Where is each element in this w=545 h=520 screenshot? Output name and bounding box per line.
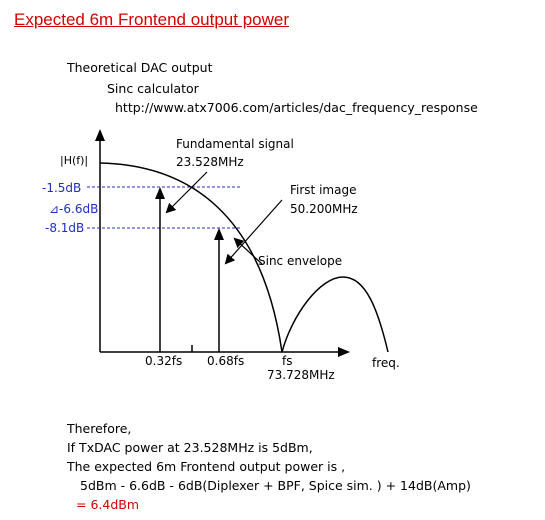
image-arrowhead [214,228,224,240]
y-axis-label: |H(f)| [60,155,88,166]
conclusion-statement: The expected 6m Frontend output power is… [67,461,345,474]
level-label-image: -8.1dB [45,222,84,234]
conclusion-calculation: 5dBm - 6.6dB - 6dB(Diplexer + BPF, Spice… [80,480,471,493]
conclusion-result: = 6.4dBm [76,499,139,512]
sinc-side-lobe [282,277,388,352]
fundamental-annotation-freq: 23.528MHz [176,156,244,168]
level-label-fundamental: -1.5dB [42,182,81,194]
fundamental-annotation-title: Fundamental signal [176,138,294,150]
x-tick-label-0.32fs: 0.32fs [145,355,182,367]
x-tick-label-0.68fs: 0.68fs [207,355,244,367]
image-annotation-freq: 50.200MHz [290,203,358,215]
conclusion-condition: If TxDAC power at 23.528MHz is 5dBm, [67,442,313,455]
y-axis-arrowhead [95,129,105,141]
fundamental-arrowhead [155,187,165,199]
level-label-delta: ⊿-6.6dB [49,203,98,215]
sinc-envelope-label: Sinc envelope [258,255,342,267]
x-tick-label-fs-value: 73.728MHz [267,369,335,381]
conclusion-therefore: Therefore, [67,423,131,436]
x-axis-arrowhead [338,347,350,357]
image-annotation-title: First image [290,184,356,196]
x-tick-label-fs: fs [282,355,292,367]
x-axis-label: freq. [372,357,400,369]
